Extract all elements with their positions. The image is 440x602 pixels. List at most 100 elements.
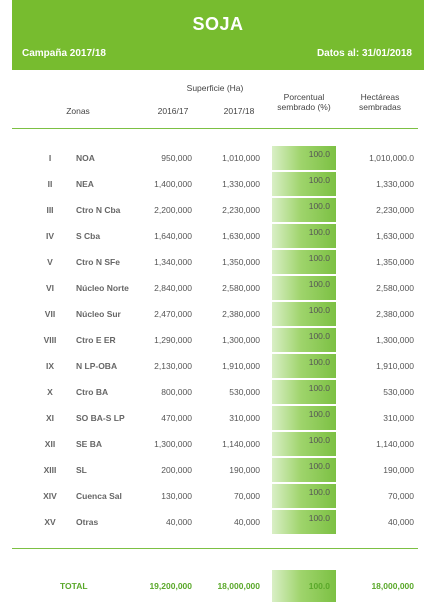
percent-bar	[272, 510, 336, 534]
hectares-sown: 70,000	[388, 491, 414, 501]
surface-2016: 800,000	[161, 387, 192, 397]
col-superficie-header: Superficie (Ha)	[186, 83, 244, 93]
surface-2016: 1,400,000	[154, 179, 192, 189]
zone-name: Núcleo Sur	[76, 309, 121, 319]
surface-2017: 2,580,000	[222, 283, 260, 293]
percent-sown: 100.0	[308, 201, 330, 211]
surface-2016: 2,840,000	[154, 283, 192, 293]
zone-name: N LP-OBA	[76, 361, 118, 371]
percent-sown: 100.0	[308, 331, 330, 341]
surface-2016: 1,640,000	[154, 231, 192, 241]
percent-sown: 100.0	[308, 357, 330, 367]
surface-2016: 2,470,000	[154, 309, 192, 319]
zone-number: IV	[45, 231, 55, 241]
zone-number: VI	[45, 283, 55, 293]
percent-sown: 100.0	[308, 461, 330, 471]
zone-number: XIII	[43, 465, 57, 475]
percent-bar	[272, 458, 336, 482]
percent-sown: 100.0	[308, 487, 330, 497]
col-zonas-header: Zonas	[66, 106, 90, 116]
total-divider	[12, 548, 418, 549]
total-2017: 18,000,000	[217, 581, 260, 591]
zone-name: Otras	[76, 517, 99, 527]
zone-name: Ctro N Cba	[76, 205, 121, 215]
zone-name: Ctro BA	[76, 387, 109, 397]
zone-number: XII	[44, 439, 56, 449]
surface-2017: 1,300,000	[222, 335, 260, 345]
table-row: VIII Ctro E ER 1,290,000 1,300,000 1,300,000…	[0, 328, 440, 352]
surface-2016: 130,000	[161, 491, 192, 501]
zone-name: SL	[76, 465, 87, 475]
table-row: VI Núcleo Norte 2,840,000 2,580,000 2,580,00…	[0, 276, 440, 300]
percent-sown: 100.0	[308, 409, 330, 419]
table-row: XIII SL 200,000 190,000 190,000 100.0	[0, 458, 440, 482]
surface-2017: 530,000	[229, 387, 260, 397]
surface-2017: 1,010,000	[222, 153, 260, 163]
percent-bar	[272, 354, 336, 378]
zone-name: SO BA-S LP	[76, 413, 125, 423]
hectares-sown: 1,300,000	[376, 335, 414, 345]
zone-name: NEA	[76, 179, 94, 189]
surface-2017: 310,000	[229, 413, 260, 423]
table-row: XIV Cuenca Sal 130,000 70,000 70,000 100.0	[0, 484, 440, 508]
surface-2016: 1,340,000	[154, 257, 192, 267]
zone-number: II	[47, 179, 53, 189]
surface-2016: 200,000	[161, 465, 192, 475]
table-row: VII Núcleo Sur 2,470,000 2,380,000 2,380,000…	[0, 302, 440, 326]
table-row: XI SO BA-S LP 470,000 310,000 310,000 100.0	[0, 406, 440, 430]
table-row: XV Otras 40,000 40,000 40,000 100.0	[0, 510, 440, 534]
total-2016: 19,200,000	[149, 581, 192, 591]
surface-2017: 70,000	[234, 491, 260, 501]
col-year2-header: 2017/18	[223, 106, 255, 116]
zone-number: XIV	[43, 491, 57, 501]
hectares-sown: 1,910,000	[376, 361, 414, 371]
zone-number: VIII	[43, 335, 57, 345]
percent-sown: 100.0	[308, 227, 330, 237]
surface-2016: 470,000	[161, 413, 192, 423]
surface-2016: 40,000	[166, 517, 192, 527]
surface-2016: 1,300,000	[154, 439, 192, 449]
total-row: TOTAL 19,200,000 18,000,000 100.0 18,000…	[0, 570, 440, 602]
hectares-sown: 1,350,000	[376, 257, 414, 267]
percent-sown: 100.0	[308, 435, 330, 445]
hectares-sown: 1,330,000	[376, 179, 414, 189]
percent-sown: 100.0	[308, 383, 330, 393]
table-row: X Ctro BA 800,000 530,000 530,000 100.0	[0, 380, 440, 404]
surface-2017: 1,630,000	[222, 231, 260, 241]
percent-bar	[272, 328, 336, 352]
zone-name: Ctro E ER	[76, 335, 116, 345]
table-row: V Ctro N SFe 1,340,000 1,350,000 1,350,000 10…	[0, 250, 440, 274]
percent-sown: 100.0	[308, 305, 330, 315]
zone-number: IX	[45, 361, 55, 371]
page-title: SOJA	[192, 14, 244, 34]
zone-number: I	[48, 153, 52, 163]
percent-sown: 100.0	[308, 149, 330, 159]
hectares-sown: 1,010,000.0	[369, 153, 414, 163]
zone-number: X	[47, 387, 53, 397]
percent-bar	[272, 302, 336, 326]
surface-2017: 40,000	[234, 517, 260, 527]
zone-number: XV	[44, 517, 56, 527]
surface-2017: 1,910,000	[222, 361, 260, 371]
campaign-label: Campaña 2017/18	[22, 48, 106, 59]
percent-bar	[272, 406, 336, 430]
hectares-sown: 2,580,000	[376, 283, 414, 293]
percent-sown: 100.0	[308, 513, 330, 523]
percent-bar	[272, 172, 336, 196]
total-label: TOTAL	[60, 581, 88, 591]
header-divider	[12, 128, 418, 129]
total-percent-bar	[272, 570, 336, 602]
hectares-sown: 310,000	[383, 413, 414, 423]
hectares-sown: 40,000	[388, 517, 414, 527]
zone-name: Cuenca Sal	[76, 491, 122, 501]
surface-2016: 2,200,000	[154, 205, 192, 215]
hectares-sown: 1,140,000	[376, 439, 414, 449]
percent-bar	[272, 250, 336, 274]
hectares-sown: 1,630,000	[376, 231, 414, 241]
zone-number: VII	[44, 309, 56, 319]
surface-2017: 190,000	[229, 465, 260, 475]
table-row: IX N LP-OBA 2,130,000 1,910,000 1,910,000 100…	[0, 354, 440, 378]
surface-2016: 2,130,000	[154, 361, 192, 371]
zone-number: XI	[45, 413, 55, 423]
table-row: IV S Cba 1,640,000 1,630,000 1,630,000 100.0	[0, 224, 440, 248]
